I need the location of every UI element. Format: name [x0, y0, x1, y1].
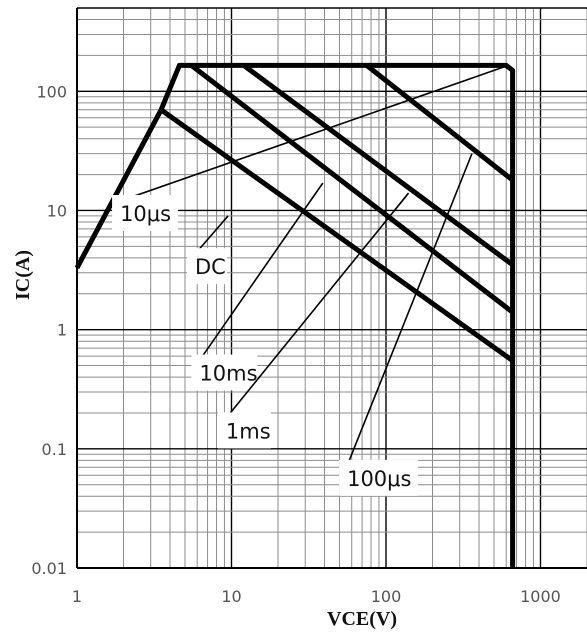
annotation-leader-line: [346, 153, 473, 467]
axes: 0.01 0.1 1 10 100 1 10 100 1000: [31, 7, 587, 606]
x-tick-label: 100: [371, 587, 402, 606]
soa-diagonal-line: [159, 107, 515, 363]
annotation-label-background: [217, 412, 271, 449]
x-tick-label: 1: [72, 587, 82, 606]
soa-curves: [74, 62, 516, 568]
y-tick-label: 10: [47, 201, 67, 220]
annotation-leader-line: [119, 64, 509, 202]
annotation-leader-line: [198, 182, 324, 362]
annotation-label: 10ms: [199, 362, 257, 386]
annotation-leader-line: [194, 215, 229, 255]
soa-boundary-line: [74, 62, 516, 568]
x-axis-title: VCE(V): [327, 608, 397, 630]
annotation-label: 1ms: [226, 419, 271, 443]
y-axis-title: IC(A): [12, 250, 34, 300]
annotation-label: DC: [195, 255, 226, 279]
annotation-label-background: [339, 459, 419, 496]
soa-diagonal-line: [365, 63, 515, 183]
x-tick-label: 10: [221, 587, 241, 606]
annotations: 10μs DC 10ms 1ms 100μs: [112, 64, 509, 496]
annotation-label-background: [191, 354, 258, 391]
annotation-leader-line: [225, 192, 410, 419]
y-tick-label: 100: [36, 82, 67, 101]
soa-diagonal-line: [242, 63, 515, 267]
soa-diagonal-line: [189, 63, 515, 315]
y-tick-label: 1: [57, 321, 67, 340]
y-tick-label: 0.1: [42, 440, 67, 459]
annotation-label-background: [112, 195, 179, 232]
annotation-label: 10μs: [120, 202, 171, 226]
y-tick-label: 0.01: [31, 559, 67, 578]
annotation-label: 100μs: [347, 467, 411, 491]
x-tick-label: 1000: [520, 587, 561, 606]
annotation-label-background: [186, 248, 227, 285]
